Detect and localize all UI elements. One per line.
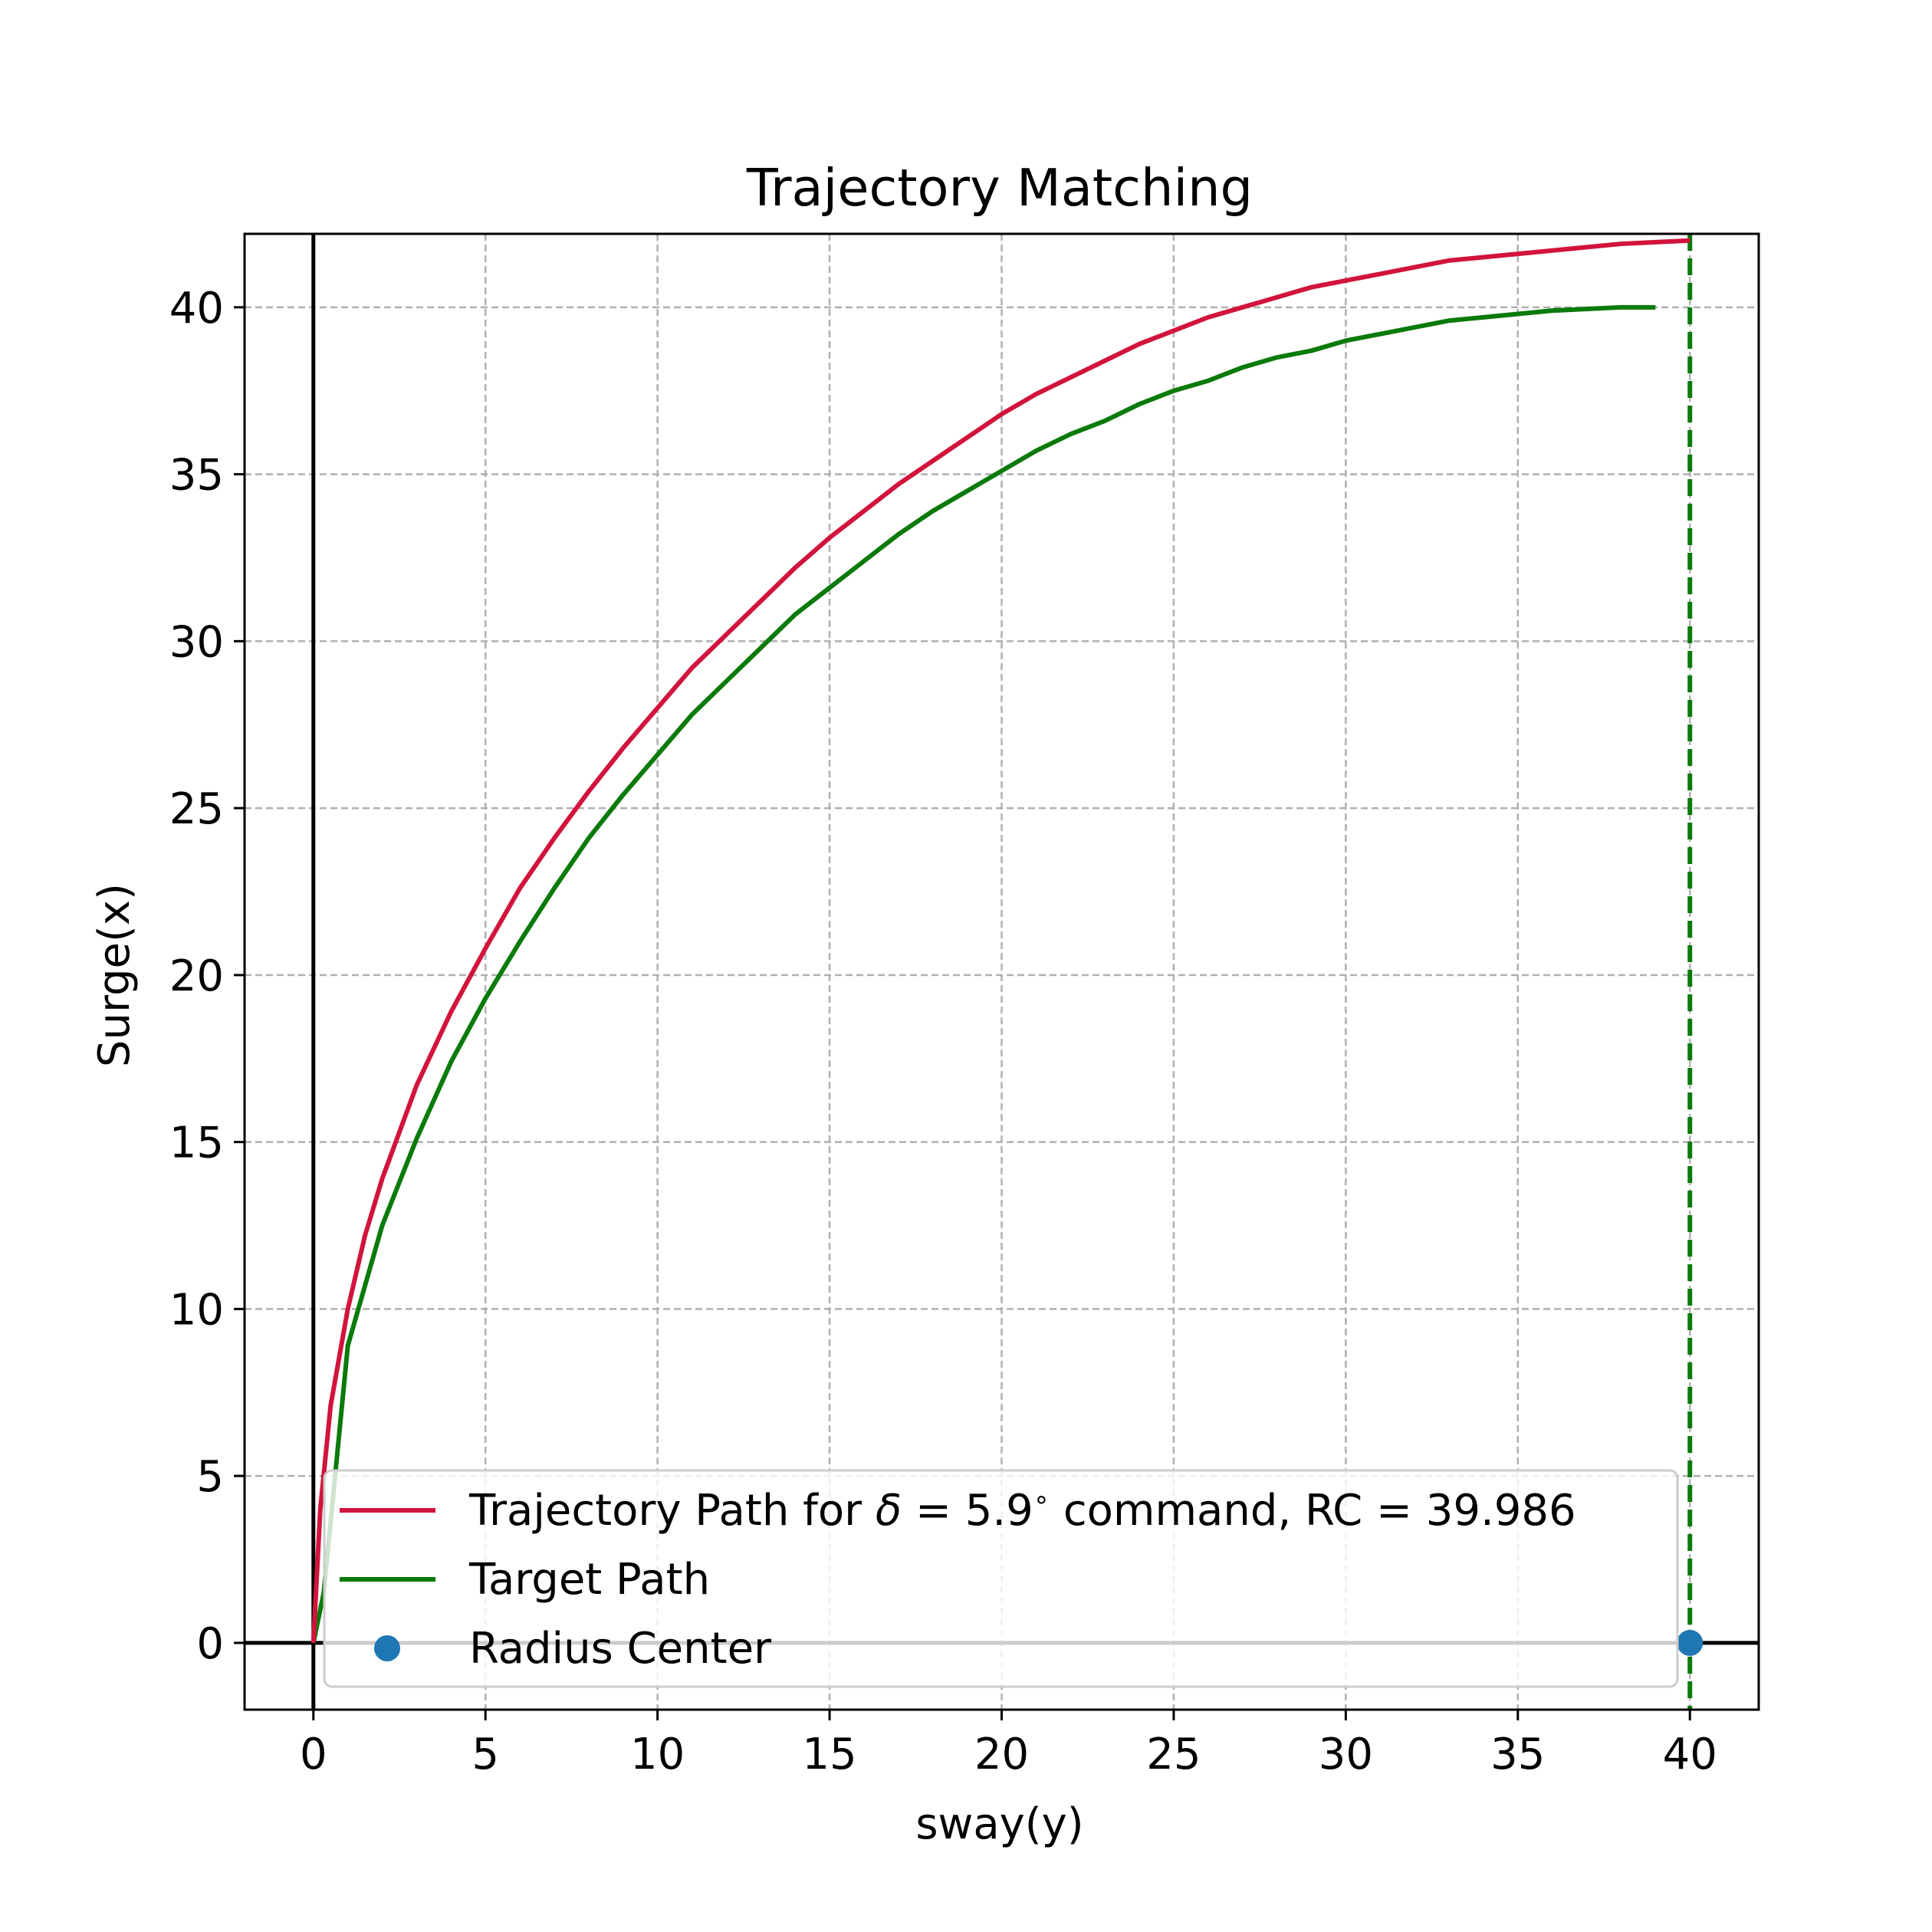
legend-label-target: Target Path <box>468 1555 710 1605</box>
x-tick-label: 30 <box>1319 1730 1373 1779</box>
x-tick-label: 35 <box>1490 1730 1545 1779</box>
x-tick-label: 10 <box>630 1730 685 1779</box>
x-tick-label: 15 <box>802 1730 856 1779</box>
legend-label-trajectory: Trajectory Path for δ = 5.9∘ command, RC… <box>468 1484 1576 1536</box>
y-tick-label: 35 <box>169 451 224 501</box>
y-tick-label: 10 <box>169 1285 224 1335</box>
legend-marker-radius-center <box>374 1635 400 1661</box>
x-tick-label: 25 <box>1146 1730 1201 1779</box>
chart-title: Trajectory Matching <box>746 158 1253 218</box>
x-tick-label: 0 <box>300 1730 327 1779</box>
y-tick-label: 15 <box>169 1119 224 1168</box>
x-tick-label: 5 <box>472 1730 499 1779</box>
x-axis-label: sway(y) <box>915 1799 1083 1849</box>
grid-lines <box>245 234 1759 1710</box>
y-tick-label: 5 <box>196 1452 224 1502</box>
y-axis-label: Surge(x) <box>90 883 140 1067</box>
y-tick-label: 25 <box>169 784 224 834</box>
radius-center-point <box>1677 1629 1704 1656</box>
x-tick-label: 40 <box>1663 1730 1717 1779</box>
series-line-trajectory-path <box>310 238 1691 1644</box>
y-tick-label: 20 <box>169 951 224 1001</box>
y-ticks: 0 5 10 15 20 25 30 35 40 <box>169 284 245 1669</box>
legend-box <box>323 1469 1679 1688</box>
legend: Trajectory Path for δ = 5.9∘ command, RC… <box>323 1469 1679 1688</box>
legend-label-radius-center: Radius Center <box>469 1624 772 1674</box>
x-tick-label: 20 <box>974 1730 1029 1779</box>
y-tick-label: 0 <box>196 1619 224 1669</box>
x-ticks: 0 5 10 15 20 25 30 35 40 <box>300 1710 1717 1779</box>
series-line-target-path <box>310 304 1656 1644</box>
series-layer <box>310 238 1704 1656</box>
y-tick-label: 30 <box>169 617 224 667</box>
y-tick-label: 40 <box>169 284 224 334</box>
